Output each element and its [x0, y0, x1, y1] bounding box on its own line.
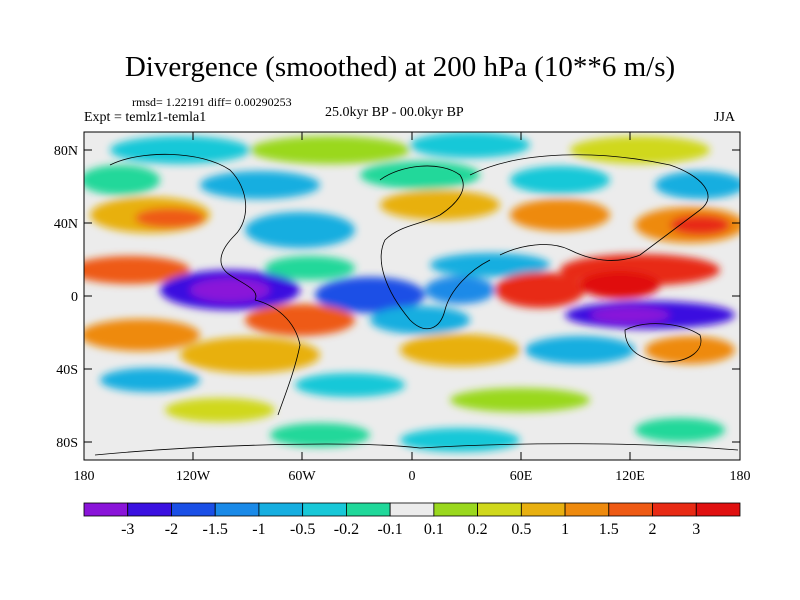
north-america-coast [109, 153, 257, 301]
divergence-field [84, 132, 740, 460]
colorbar-label: 1 [561, 521, 569, 538]
blob-blue [430, 253, 550, 277]
colorbar-label: -0.2 [334, 521, 359, 538]
colorbar-swatch [345, 502, 391, 517]
blob-red [84, 256, 190, 284]
blob-teal [270, 423, 370, 447]
blob-cyan [110, 136, 250, 164]
lon-tick: 180 [74, 469, 95, 484]
blob-orange [84, 319, 200, 351]
blob-blue [525, 336, 635, 364]
colorbar-swatch [302, 502, 347, 517]
blob-teal [360, 161, 480, 189]
lon-tick: 180 [730, 469, 751, 484]
lon-axis: 180 120W 60W 0 60E 120E 180 [74, 132, 751, 484]
colorbar-swatch [171, 502, 216, 517]
blob-blue [245, 212, 355, 248]
colorbar-swatch [214, 502, 260, 517]
lon-tick: 120W [176, 469, 211, 484]
blob-red [670, 215, 730, 235]
australia-coast [624, 323, 702, 363]
blob-violet [190, 278, 270, 302]
blob-orange [510, 199, 610, 231]
blob-blue [100, 368, 200, 392]
colorbar-label: 0.5 [511, 521, 531, 538]
blob-orange [645, 336, 735, 364]
south-america-coast [254, 299, 301, 416]
blob-red [245, 304, 355, 336]
blob-green [450, 388, 590, 412]
blob-teal [635, 418, 725, 442]
experiment-label: Expt = temlz1-temla1 [84, 110, 207, 125]
africa-europe-coast [379, 165, 491, 330]
lat-axis: 80N 40N 0 40S 80S [54, 144, 740, 451]
lon-tick: 0 [409, 469, 416, 484]
colorbar-label: 2 [649, 521, 657, 538]
blob-red [580, 271, 660, 299]
season-label: JJA [714, 110, 736, 125]
colorbar-swatch [695, 502, 741, 517]
map-title: Divergence (smoothed) at 200 hPa (10**6 … [124, 51, 676, 83]
colorbar: -3 -2 -1.5 -1 -0.5 -0.2 -0.1 0.1 0.2 0.5 1 1.5 2 3 [83, 502, 741, 538]
colorbar-swatch [433, 502, 479, 517]
colorbar-swatch [258, 502, 304, 517]
asia-coast [469, 154, 709, 261]
colorbar-swatch [477, 502, 522, 517]
blob-green [250, 136, 410, 164]
lat-tick: 40N [54, 217, 78, 232]
blob-red [135, 208, 205, 228]
colorbar-label: -2 [165, 521, 178, 538]
blob-cyan [410, 132, 530, 158]
colorbar-swatch [608, 502, 653, 517]
colorbar-label: 0.2 [468, 521, 488, 538]
colorbar-swatch [127, 502, 172, 517]
colorbar-label: 3 [692, 521, 700, 538]
blob-blue [370, 306, 470, 334]
lat-tick: 0 [71, 290, 78, 305]
blob-teal [84, 165, 160, 195]
blob-red [495, 272, 585, 308]
blob-blue [425, 276, 495, 304]
colorbar-label: -1 [252, 521, 265, 538]
lon-tick: 120E [615, 469, 645, 484]
colorbar-swatch [564, 502, 610, 517]
blob-indigo [315, 277, 425, 313]
lat-tick: 80N [54, 144, 78, 159]
blob-orange [380, 190, 500, 220]
blob-cyan [400, 428, 520, 452]
colorbar-label: -0.1 [377, 521, 402, 538]
colorbar-swatch [83, 502, 129, 517]
blob-cyan [510, 166, 610, 194]
colorbar-swatch [389, 502, 435, 517]
colorbar-label: 1.5 [599, 521, 619, 538]
colorbar-label: -3 [121, 521, 134, 538]
blob-blue [655, 171, 740, 199]
stats-line: rmsd= 1.22191 diff= 0.00290253 [132, 95, 292, 109]
antarctica-coast [94, 443, 739, 456]
lon-tick: 60E [510, 469, 533, 484]
colorbar-label: -0.5 [290, 521, 315, 538]
blob-violet [590, 307, 670, 323]
colorbar-swatch [520, 502, 566, 517]
lat-tick: 80S [56, 436, 78, 451]
lat-tick: 40S [56, 363, 78, 378]
blob-orange [180, 337, 320, 373]
colorbar-label: -1.5 [203, 521, 228, 538]
blob-yellow [570, 136, 710, 164]
blob-orange [400, 334, 520, 366]
blob-cyan [295, 373, 405, 397]
colorbar-label: 0.1 [424, 521, 444, 538]
blob-blue [200, 171, 320, 199]
coastlines [94, 153, 739, 456]
lon-tick: 60W [288, 469, 316, 484]
period-label: 25.0kyr BP - 00.0kyr BP [325, 105, 464, 120]
blob-yellow [165, 398, 275, 422]
colorbar-swatch [652, 502, 697, 517]
blob-teal [265, 256, 355, 280]
